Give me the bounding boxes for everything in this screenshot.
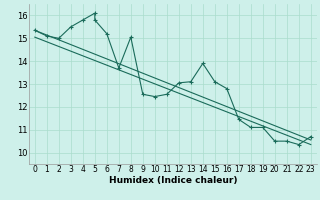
X-axis label: Humidex (Indice chaleur): Humidex (Indice chaleur) (108, 176, 237, 185)
